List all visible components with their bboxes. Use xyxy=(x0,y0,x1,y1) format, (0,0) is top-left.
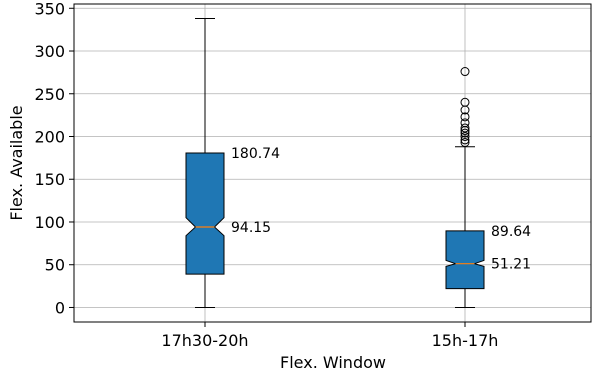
notched-box xyxy=(185,152,225,275)
outlier-point xyxy=(460,112,470,122)
outlier-point xyxy=(460,67,470,77)
box-group: 89.64 51.21 xyxy=(445,67,531,308)
q3-data-label: 180.74 xyxy=(231,146,280,162)
outlier-point xyxy=(460,97,470,107)
y-tick-label: 100 xyxy=(34,213,65,232)
plot-area-frame xyxy=(73,3,592,323)
x-axis-label: Flex. Window xyxy=(280,353,386,372)
outlier-point xyxy=(460,128,470,138)
axis-layer: 0 50 100 150 200 250 300 350 17h30-20h 15h-17h xyxy=(34,0,498,350)
y-axis-label: Flex. Available xyxy=(7,105,26,220)
y-tick-label: 350 xyxy=(34,0,65,18)
outlier-point xyxy=(460,123,470,133)
median-data-label: 94.15 xyxy=(231,220,271,236)
y-tick-label: 150 xyxy=(34,170,65,189)
outlier-point xyxy=(460,135,470,145)
y-tick-label: 300 xyxy=(34,42,65,61)
median-data-label: 51.21 xyxy=(491,257,531,273)
outlier-point xyxy=(460,137,470,147)
outlier-point xyxy=(460,132,470,141)
notched-box xyxy=(445,230,485,290)
y-tick-label: 0 xyxy=(55,298,65,317)
y-tick-label: 200 xyxy=(34,128,65,147)
box-layer: 180.74 94.15 89.64 51.21 xyxy=(185,18,531,308)
y-tick-label: 250 xyxy=(34,85,65,104)
x-tick-label: 15h-17h xyxy=(432,331,499,350)
outlier-point xyxy=(460,118,470,128)
x-tick-label: 17h30-20h xyxy=(161,331,248,350)
box-group: 180.74 94.15 xyxy=(185,18,280,308)
grid-layer xyxy=(74,4,591,322)
y-tick-label: 50 xyxy=(45,256,65,275)
q3-data-label: 89.64 xyxy=(491,224,531,240)
